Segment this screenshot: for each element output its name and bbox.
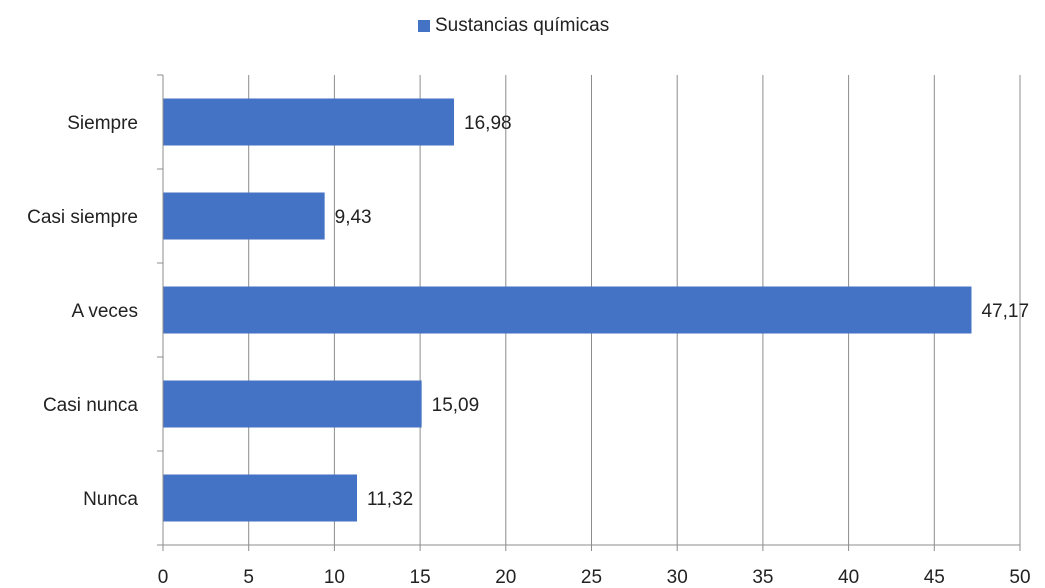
data-label: 16,98 xyxy=(464,113,512,134)
legend: Sustancias químicas xyxy=(418,15,609,36)
category-label: Casi siempre xyxy=(27,207,138,228)
x-tick-label: 0 xyxy=(158,567,169,588)
x-tick-label: 20 xyxy=(495,567,516,588)
value-labels: 16,98 9,43 47,17 15,09 11,32 xyxy=(335,113,1029,510)
data-label: 9,43 xyxy=(335,207,372,228)
category-labels: Siempre Casi siempre A veces Casi nunca Nunc… xyxy=(27,113,138,510)
data-label: 11,32 xyxy=(367,489,413,510)
bar-casi-siempre xyxy=(163,192,325,240)
x-tick-label: 5 xyxy=(243,567,254,588)
category-label: Nunca xyxy=(83,489,138,510)
x-tick-label: 30 xyxy=(667,567,688,588)
bar-nunca xyxy=(163,474,358,522)
category-label: A veces xyxy=(71,301,138,322)
x-tick-label: 40 xyxy=(838,567,859,588)
bar-siempre xyxy=(163,98,455,146)
x-tick-label: 15 xyxy=(410,567,431,588)
bar-casi-nunca xyxy=(163,380,422,428)
x-tick-label: 35 xyxy=(752,567,773,588)
bars xyxy=(163,98,972,522)
x-tick-label: 10 xyxy=(324,567,345,588)
axes xyxy=(157,74,1021,551)
category-label: Casi nunca xyxy=(43,395,138,416)
x-tick-label: 50 xyxy=(1009,567,1030,588)
x-tick-label: 45 xyxy=(924,567,945,588)
category-label: Siempre xyxy=(67,113,138,134)
x-tick-label: 25 xyxy=(581,567,602,588)
data-label: 15,09 xyxy=(432,395,480,416)
legend-label: Sustancias químicas xyxy=(435,15,609,36)
data-label: 47,17 xyxy=(981,301,1029,322)
legend-swatch xyxy=(418,20,430,32)
bar-a-veces xyxy=(163,286,972,334)
x-tick-labels: 0 5 10 15 20 25 30 35 40 45 50 xyxy=(158,567,1031,588)
